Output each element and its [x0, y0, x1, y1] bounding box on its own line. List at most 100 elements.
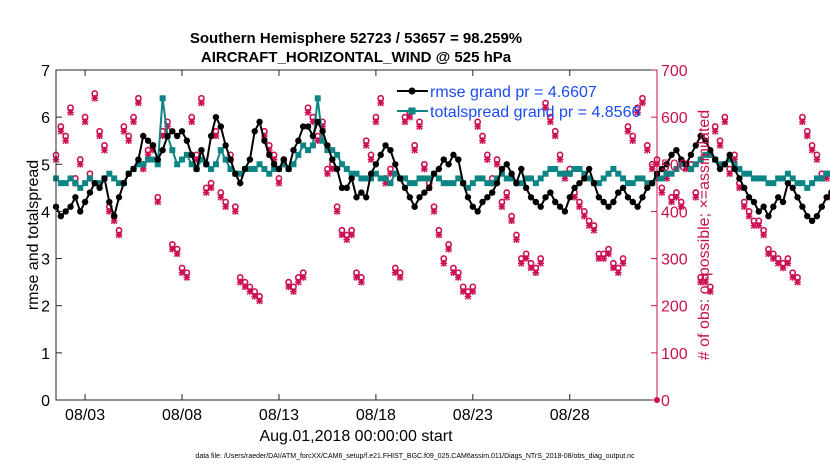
totalspread-point — [489, 180, 496, 187]
obs-assimilated-marker — [222, 203, 229, 211]
obs-assimilated-marker — [125, 137, 133, 145]
rmse-point — [648, 179, 656, 187]
obs-assimilated-marker — [76, 160, 84, 168]
obs-assimilated-marker — [585, 222, 593, 229]
totalspread-point — [464, 184, 471, 191]
totalspread-point — [179, 156, 186, 163]
rmse-point — [634, 203, 641, 210]
rmse-point — [552, 198, 559, 206]
rmse-point — [663, 161, 670, 168]
obs-assimilated-marker — [658, 189, 666, 196]
obs-assimilated-marker — [619, 259, 627, 267]
rmse-point — [459, 179, 467, 187]
rmse-point — [314, 118, 321, 126]
left-y-tick-label: 0 — [41, 393, 50, 410]
totalspread-point — [736, 166, 743, 172]
rmse-point — [450, 151, 457, 159]
obs-assimilated-marker — [130, 118, 137, 126]
totalspread-point — [615, 170, 622, 177]
rmse-point — [329, 156, 336, 163]
totalspread-point — [416, 175, 423, 182]
rmse-point — [779, 198, 787, 206]
obs-assimilated-marker — [629, 137, 637, 145]
rmse-point — [304, 123, 312, 130]
rmse-point — [629, 198, 636, 206]
obs-assimilated-marker — [770, 255, 777, 262]
obs-assimilated-marker — [605, 250, 612, 258]
rmse-point — [387, 146, 394, 154]
obs-assimilated-marker — [498, 203, 506, 211]
rmse-point — [741, 184, 748, 192]
obs-assimilated-marker — [682, 165, 690, 173]
rmse-point — [503, 161, 510, 168]
totalspread-point — [775, 175, 782, 182]
rmse-point — [726, 151, 733, 159]
obs-assimilated-marker — [115, 231, 123, 239]
obs-assimilated-marker — [295, 278, 302, 286]
rmse-point — [198, 146, 205, 154]
obs-assimilated-marker — [144, 151, 152, 159]
obs-assimilated-marker — [556, 156, 564, 163]
totalspread-point — [421, 175, 428, 182]
obs-assimilated-marker — [159, 132, 166, 140]
obs-assimilated-marker — [527, 264, 535, 272]
obs-assimilated-marker — [668, 198, 675, 206]
obs-assimilated-marker — [382, 179, 389, 187]
rmse-point — [542, 194, 549, 201]
rmse-point — [309, 132, 317, 140]
rmse-point — [527, 194, 535, 201]
rmse-point — [644, 184, 651, 192]
obs-assimilated-marker — [270, 156, 278, 163]
rmse-point — [522, 184, 530, 192]
rmse-point — [392, 161, 399, 168]
rmse-point — [338, 184, 346, 192]
obs-assimilated-marker — [285, 283, 292, 291]
rmse-point — [96, 184, 103, 192]
legend: rmse grand pr = 4.6607 totalspread grand… — [397, 84, 640, 121]
left-y-tick-label: 4 — [41, 204, 50, 221]
totalspread-point — [251, 166, 258, 172]
obs-assimilated-marker — [517, 259, 525, 267]
rmse-point — [760, 203, 767, 210]
rmse-point — [135, 156, 142, 163]
left-y-tick-label: 7 — [41, 63, 50, 80]
chart-title-line1: Southern Hemisphere 52723 / 53657 = 98.2… — [190, 30, 522, 47]
obs-assimilated-marker — [610, 264, 617, 272]
obs-assimilated-marker — [745, 212, 753, 220]
totalspread-point — [823, 170, 830, 177]
obs-assimilated-marker — [338, 231, 346, 239]
rmse-point — [343, 184, 351, 192]
totalspread-point — [639, 175, 646, 182]
obs-assimilated-marker — [624, 127, 632, 135]
x-tick-label: 08/28 — [550, 407, 590, 424]
obs-assimilated-marker — [421, 165, 428, 173]
obs-assimilated-marker — [750, 222, 758, 229]
obs-assimilated-marker — [503, 193, 511, 201]
rmse-point — [537, 203, 544, 210]
rmse-point — [416, 194, 423, 201]
obs-assimilated-marker — [580, 212, 588, 220]
rmse-point — [692, 142, 699, 149]
rmse-point — [678, 156, 685, 163]
totalspread-point — [96, 180, 103, 187]
totalspread-point — [634, 175, 641, 182]
totalspread-point — [77, 184, 84, 191]
obs-assimilated-marker — [469, 288, 477, 295]
totalspread-point — [741, 170, 748, 177]
obs-assimilated-marker — [677, 203, 685, 211]
obs-assimilated-marker — [256, 297, 263, 305]
obs-assimilated-marker — [139, 165, 147, 173]
totalspread-point — [237, 170, 244, 177]
obs-assimilated-marker — [537, 259, 544, 267]
rmse-point — [377, 151, 384, 159]
rmse-point — [813, 212, 821, 220]
obs-assimilated-marker — [362, 142, 370, 149]
totalspread-point — [334, 151, 341, 158]
obs-assimilated-marker — [726, 170, 734, 178]
rmse-point — [765, 212, 772, 220]
totalspread-point — [726, 156, 733, 163]
totalspread-point — [581, 170, 588, 177]
rmse-point — [140, 132, 147, 140]
totalspread-point — [518, 180, 525, 187]
